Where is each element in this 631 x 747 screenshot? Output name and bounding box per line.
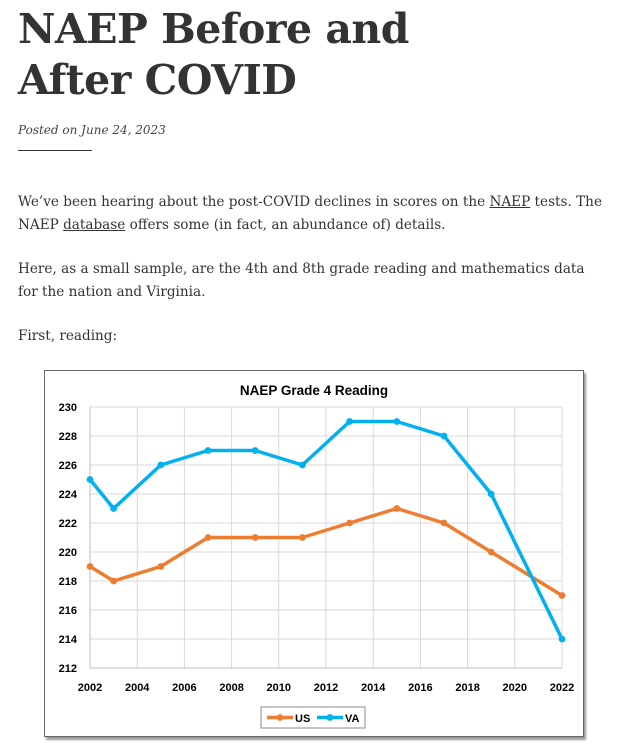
data-point-us-2015 <box>393 505 401 512</box>
legend-label-us: US <box>295 713 310 725</box>
data-point-us-2013 <box>346 519 353 527</box>
database-link[interactable]: database <box>63 216 126 233</box>
x-tick-label-2016: 2016 <box>408 682 432 694</box>
paragraph-intro-text-1: We’ve been hearing about the post-COVID … <box>18 194 490 210</box>
post-title: NAEP Before and After COVID <box>18 4 618 106</box>
x-tick-label-2012: 2012 <box>314 682 338 694</box>
data-point-va-2009 <box>251 447 259 454</box>
legend-label-va: VA <box>345 713 360 725</box>
post-title-line-1: NAEP Before and <box>18 5 409 53</box>
paragraph-intro-text-3: offers some (in fact, an abundance of) d… <box>125 216 446 233</box>
data-point-us-2007 <box>204 534 212 541</box>
data-point-us-2022 <box>558 592 566 599</box>
x-tick-label-2014: 2014 <box>361 682 386 694</box>
data-point-va-2003 <box>110 505 117 512</box>
data-point-va-2005 <box>157 461 165 469</box>
y-tick-label-230: 230 <box>59 402 77 414</box>
data-point-us-2003 <box>110 577 117 585</box>
x-tick-label-2004: 2004 <box>125 682 150 694</box>
y-tick-label-216: 216 <box>59 605 77 617</box>
x-tick-label-2002: 2002 <box>78 682 102 694</box>
data-point-va-2015 <box>393 418 401 425</box>
chart-figure: NAEP Grade 4 Reading 212 214 216 218 220 222 22… <box>44 370 584 737</box>
data-point-va-2011 <box>299 461 306 469</box>
naep-link[interactable]: NAEP <box>489 194 531 210</box>
y-tick-label-214: 214 <box>59 634 78 646</box>
x-tick-label-2006: 2006 <box>172 682 196 694</box>
data-point-va-2022 <box>558 635 566 643</box>
legend-marker-va <box>326 714 334 721</box>
posted-date[interactable]: June 24, 2023 <box>81 123 166 137</box>
data-point-va-2017 <box>440 432 448 440</box>
data-point-us-2009 <box>251 534 259 541</box>
data-point-us-2011 <box>299 534 306 541</box>
paragraph-sample: Here, as a small sample, are the 4th and… <box>18 261 585 300</box>
data-point-us-2019 <box>487 548 495 556</box>
data-point-va-2019 <box>487 490 495 498</box>
y-tick-label-224: 224 <box>59 489 78 501</box>
y-tick-label-222: 222 <box>59 518 77 530</box>
posted-prefix: Posted on <box>18 123 78 137</box>
paragraph-intro-text-2: tests. The NAEP <box>18 194 602 233</box>
x-tick-label-2018: 2018 <box>455 682 479 694</box>
post-meta: Posted on June 24, 2023 <box>18 123 166 137</box>
legend-marker-us <box>276 714 284 721</box>
line-chart: NAEP Grade 4 Reading 212 214 216 218 220 222 22… <box>59 383 574 729</box>
chart-title: NAEP Grade 4 Reading <box>240 383 388 398</box>
data-point-us-2005 <box>157 563 165 570</box>
meta-divider <box>18 150 92 151</box>
y-tick-label-226: 226 <box>59 460 77 472</box>
paragraph-intro: We’ve been hearing about the post-COVID … <box>18 191 608 236</box>
x-tick-label-2008: 2008 <box>219 682 243 694</box>
x-tick-label-2020: 2020 <box>503 682 527 694</box>
x-tick-label-2010: 2010 <box>267 682 291 694</box>
paragraph-first-reading: First, reading: <box>18 328 118 344</box>
post-title-line-2: After COVID <box>18 56 297 104</box>
data-point-va-2002 <box>86 476 94 483</box>
legend-box <box>260 706 366 729</box>
x-tick-label-2022: 2022 <box>550 682 574 694</box>
y-tick-label-228: 228 <box>59 431 77 443</box>
data-point-us-2017 <box>440 519 448 527</box>
y-tick-label-218: 218 <box>59 576 77 588</box>
data-point-us-2002 <box>86 563 94 570</box>
data-point-va-2007 <box>204 447 212 454</box>
y-tick-label-212: 212 <box>59 663 77 675</box>
y-tick-label-220: 220 <box>59 547 77 559</box>
data-point-va-2013 <box>346 418 353 425</box>
